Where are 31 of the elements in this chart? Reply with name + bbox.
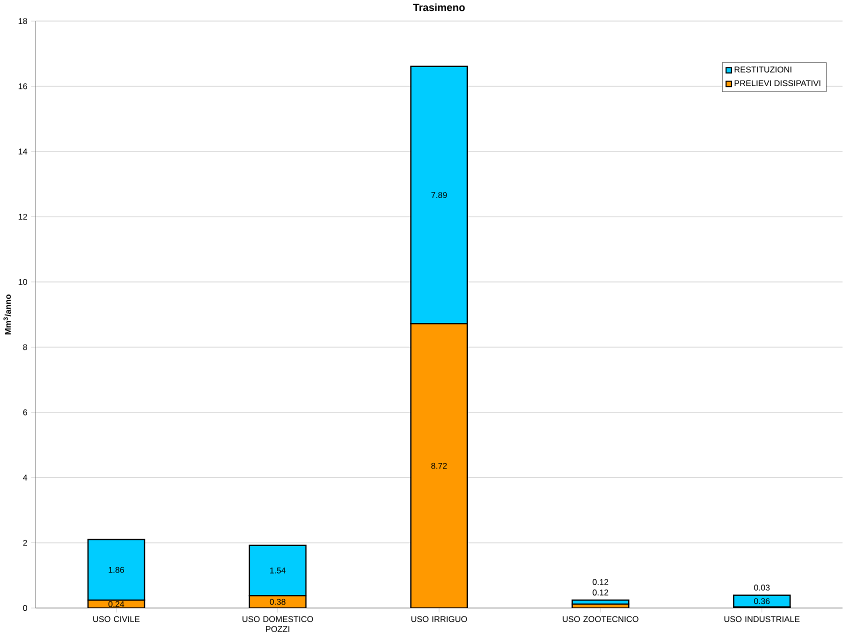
y-tick-label: 14 xyxy=(18,148,28,154)
y-tick-label: 4 xyxy=(22,474,28,480)
data-label: 0.36 xyxy=(754,598,770,604)
y-tick-label: 0 xyxy=(23,604,28,611)
data-label: 1.54 xyxy=(270,567,286,574)
y-tick-label: 16 xyxy=(18,83,28,90)
y-axis-title: Mm$^{3}$/anno xyxy=(3,294,11,334)
y-tick-label: 18 xyxy=(18,18,28,24)
legend-label: PRELIEVI DISSIPATIVI xyxy=(734,80,820,86)
chart-title: Trasimeno xyxy=(413,3,465,11)
x-tick-label: USO IRRIGUO xyxy=(411,616,467,622)
x-tick-label: USO CIVILE xyxy=(93,616,140,622)
data-label: 1.86 xyxy=(108,566,124,573)
data-label: 8.72 xyxy=(431,462,447,469)
data-label: 0.24 xyxy=(108,600,124,607)
bar xyxy=(410,322,468,608)
x-tick-label: USO DOMESTICO POZZI xyxy=(242,616,314,632)
y-tick-label: 12 xyxy=(18,214,28,220)
y-tick-label: 6 xyxy=(23,409,28,416)
y-tick-label: 10 xyxy=(18,278,28,285)
legend-label: RESTITUZIONI xyxy=(734,66,792,72)
data-label: 0.38 xyxy=(270,598,286,605)
y-tick-label: 8 xyxy=(23,344,28,350)
data-label: 0.12 xyxy=(592,589,608,596)
bar xyxy=(248,544,307,596)
data-label: 7.89 xyxy=(431,192,447,198)
x-tick-label: USO ZOOTECNICO xyxy=(562,616,638,622)
data-label: 0.03 xyxy=(754,584,770,590)
data-label: 0.12 xyxy=(592,578,608,585)
x-tick-label: USO INDUSTRIALE xyxy=(724,616,800,622)
y-tick-label: 2 xyxy=(23,540,28,546)
